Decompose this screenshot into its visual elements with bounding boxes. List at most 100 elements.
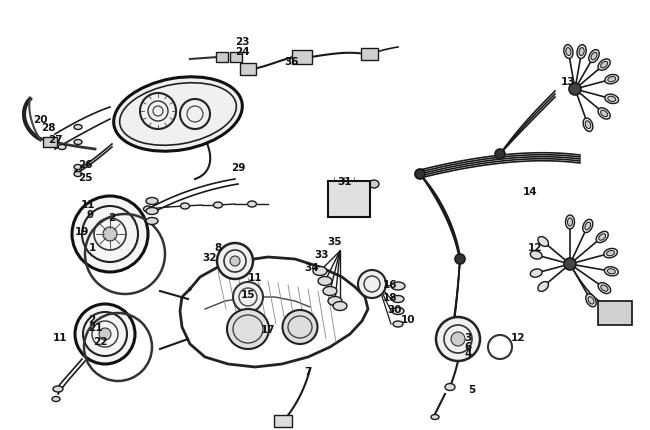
Ellipse shape bbox=[227, 309, 269, 349]
Text: 30: 30 bbox=[388, 304, 402, 314]
FancyBboxPatch shape bbox=[216, 53, 228, 63]
Text: 19: 19 bbox=[75, 227, 89, 237]
Text: 28: 28 bbox=[41, 123, 55, 133]
Ellipse shape bbox=[538, 237, 549, 247]
Text: 14: 14 bbox=[523, 187, 538, 197]
Ellipse shape bbox=[601, 286, 608, 292]
Text: 29: 29 bbox=[231, 163, 245, 172]
Text: 23: 23 bbox=[235, 37, 249, 47]
Circle shape bbox=[233, 283, 263, 312]
Text: 35: 35 bbox=[328, 237, 343, 246]
Text: 3: 3 bbox=[464, 332, 472, 342]
Ellipse shape bbox=[585, 223, 591, 230]
Text: 36: 36 bbox=[285, 57, 299, 67]
Ellipse shape bbox=[181, 203, 190, 209]
Ellipse shape bbox=[591, 53, 597, 61]
Circle shape bbox=[72, 197, 148, 272]
Text: 2: 2 bbox=[88, 314, 96, 324]
Text: 33: 33 bbox=[315, 249, 330, 259]
Ellipse shape bbox=[604, 267, 618, 276]
Ellipse shape bbox=[328, 297, 342, 306]
Text: 5: 5 bbox=[469, 384, 476, 394]
Ellipse shape bbox=[577, 46, 586, 59]
Ellipse shape bbox=[579, 49, 584, 56]
FancyBboxPatch shape bbox=[239, 64, 257, 76]
Text: 8: 8 bbox=[214, 243, 222, 252]
Text: 17: 17 bbox=[261, 324, 276, 334]
Ellipse shape bbox=[530, 251, 542, 259]
Ellipse shape bbox=[53, 386, 63, 392]
FancyBboxPatch shape bbox=[598, 301, 632, 325]
Text: 11: 11 bbox=[248, 272, 262, 283]
Text: 11: 11 bbox=[81, 200, 96, 209]
Text: 15: 15 bbox=[240, 289, 255, 299]
Circle shape bbox=[451, 332, 465, 346]
Circle shape bbox=[495, 150, 505, 160]
Circle shape bbox=[217, 243, 253, 280]
Ellipse shape bbox=[598, 60, 610, 71]
Text: 4: 4 bbox=[464, 348, 472, 358]
Ellipse shape bbox=[604, 249, 618, 258]
Text: 10: 10 bbox=[401, 314, 415, 324]
Circle shape bbox=[415, 169, 425, 180]
Text: 2: 2 bbox=[109, 212, 116, 222]
Text: 11: 11 bbox=[53, 332, 67, 342]
Ellipse shape bbox=[566, 49, 571, 56]
Text: 20: 20 bbox=[32, 115, 47, 125]
Ellipse shape bbox=[596, 232, 608, 243]
Ellipse shape bbox=[445, 384, 455, 390]
Ellipse shape bbox=[283, 310, 317, 344]
Ellipse shape bbox=[52, 396, 60, 402]
Ellipse shape bbox=[146, 218, 158, 225]
Text: 6: 6 bbox=[464, 341, 472, 351]
Ellipse shape bbox=[585, 122, 591, 129]
Circle shape bbox=[103, 227, 117, 241]
Ellipse shape bbox=[74, 172, 82, 177]
Ellipse shape bbox=[583, 119, 593, 132]
Circle shape bbox=[569, 84, 581, 96]
Ellipse shape bbox=[146, 198, 158, 205]
Ellipse shape bbox=[605, 95, 619, 104]
Ellipse shape bbox=[248, 202, 257, 208]
Ellipse shape bbox=[586, 294, 596, 307]
Ellipse shape bbox=[213, 203, 222, 209]
Circle shape bbox=[436, 317, 480, 361]
Text: 1: 1 bbox=[88, 243, 96, 252]
Ellipse shape bbox=[599, 234, 606, 241]
Ellipse shape bbox=[369, 181, 379, 189]
Ellipse shape bbox=[393, 321, 403, 327]
Ellipse shape bbox=[567, 218, 573, 227]
Ellipse shape bbox=[114, 77, 242, 152]
Ellipse shape bbox=[588, 297, 594, 304]
Text: 13: 13 bbox=[561, 77, 575, 87]
FancyBboxPatch shape bbox=[230, 53, 242, 63]
Ellipse shape bbox=[74, 125, 82, 130]
Ellipse shape bbox=[74, 140, 82, 145]
Circle shape bbox=[455, 255, 465, 264]
Ellipse shape bbox=[564, 46, 573, 59]
Ellipse shape bbox=[74, 165, 82, 170]
Ellipse shape bbox=[58, 145, 66, 150]
Text: 21: 21 bbox=[88, 322, 102, 332]
Ellipse shape bbox=[538, 282, 549, 292]
Ellipse shape bbox=[566, 215, 575, 230]
Ellipse shape bbox=[589, 50, 599, 63]
Text: 31: 31 bbox=[338, 177, 352, 187]
Ellipse shape bbox=[601, 62, 608, 69]
Ellipse shape bbox=[607, 269, 616, 274]
Ellipse shape bbox=[323, 287, 337, 296]
Text: 7: 7 bbox=[304, 366, 312, 376]
Ellipse shape bbox=[431, 415, 439, 420]
Text: 26: 26 bbox=[78, 160, 92, 169]
Ellipse shape bbox=[530, 269, 542, 278]
Ellipse shape bbox=[601, 111, 608, 117]
FancyBboxPatch shape bbox=[328, 181, 370, 218]
Ellipse shape bbox=[144, 206, 153, 212]
Text: 32: 32 bbox=[203, 252, 217, 262]
Ellipse shape bbox=[392, 296, 404, 303]
Ellipse shape bbox=[582, 220, 593, 233]
Ellipse shape bbox=[392, 308, 404, 315]
Circle shape bbox=[564, 258, 576, 270]
Text: 22: 22 bbox=[93, 336, 107, 346]
Text: 25: 25 bbox=[78, 172, 92, 183]
